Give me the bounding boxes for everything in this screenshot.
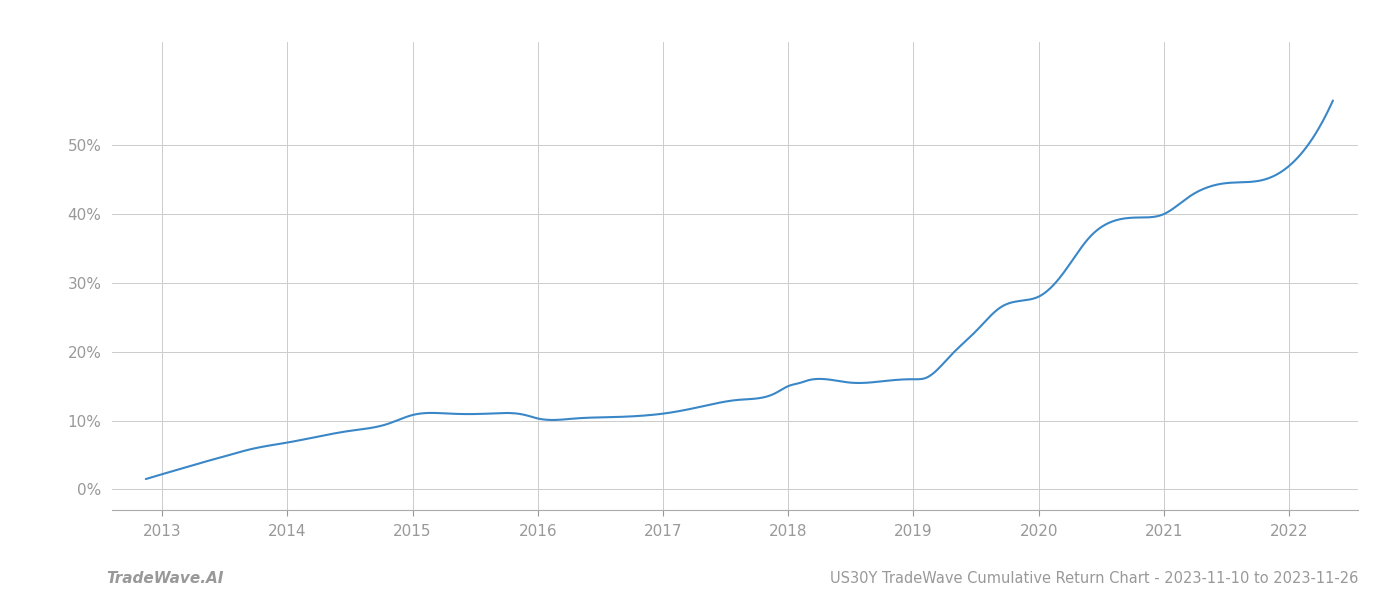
Text: US30Y TradeWave Cumulative Return Chart - 2023-11-10 to 2023-11-26: US30Y TradeWave Cumulative Return Chart … [830, 571, 1358, 586]
Text: TradeWave.AI: TradeWave.AI [106, 571, 223, 586]
